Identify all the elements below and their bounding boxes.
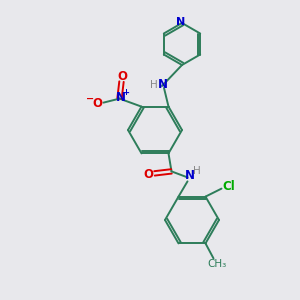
Text: −: − <box>86 94 94 103</box>
Text: O: O <box>118 70 128 83</box>
Text: Cl: Cl <box>222 180 235 193</box>
Text: H: H <box>193 167 200 176</box>
Text: N: N <box>158 79 168 92</box>
Text: O: O <box>143 168 154 181</box>
Text: CH₃: CH₃ <box>207 260 226 269</box>
Text: O: O <box>92 97 103 110</box>
Text: N: N <box>176 17 186 27</box>
Text: H: H <box>150 80 158 90</box>
Text: N: N <box>116 91 125 104</box>
Text: N: N <box>184 169 194 182</box>
Text: +: + <box>122 88 129 97</box>
